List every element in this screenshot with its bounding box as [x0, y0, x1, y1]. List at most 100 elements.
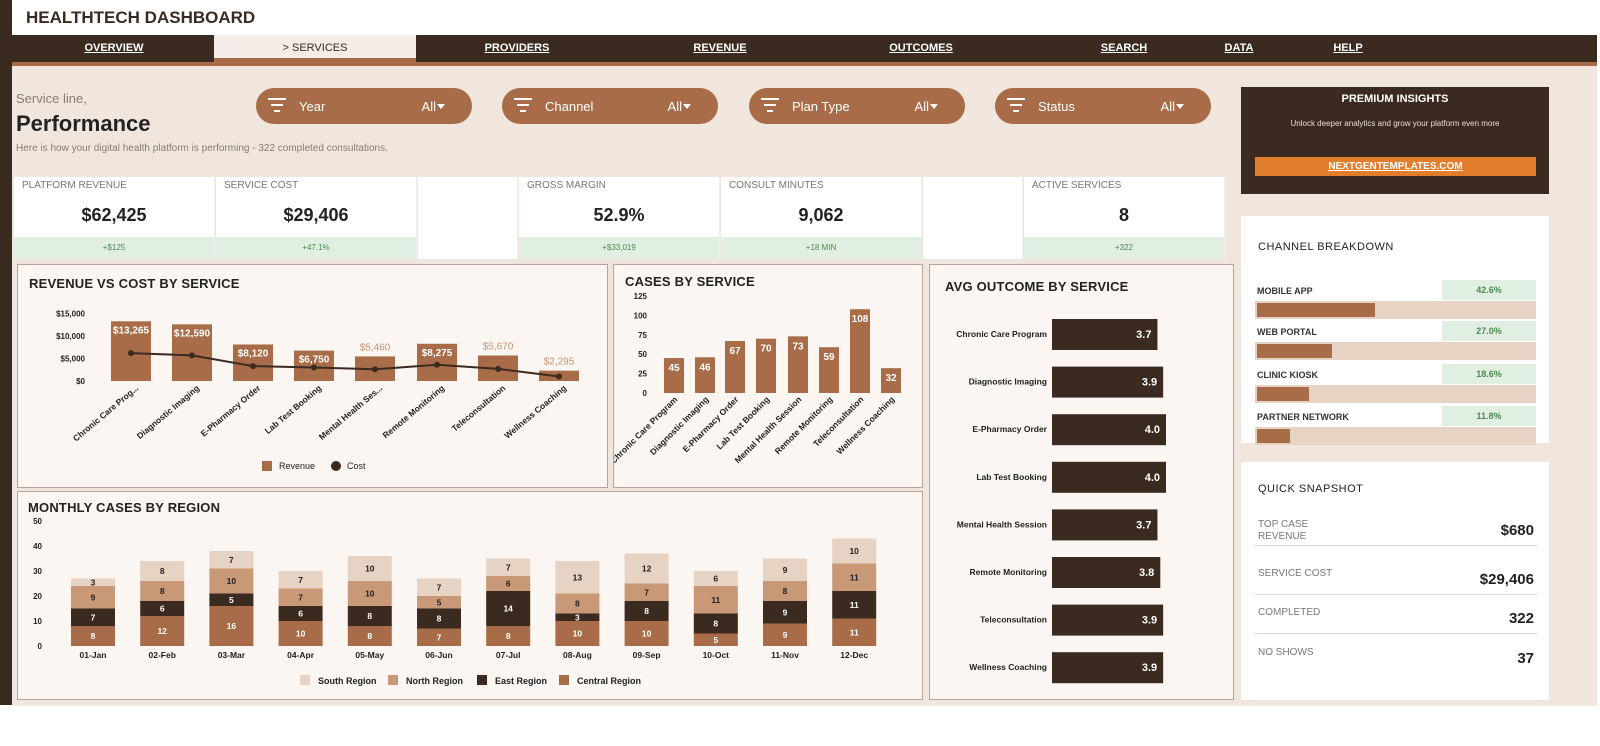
outcome-bar: [1052, 557, 1161, 588]
kpi-delta: +$33,019: [519, 237, 719, 259]
stack-data-label: 8: [367, 611, 372, 621]
stack-segment: [486, 558, 531, 576]
legend-label: North Region: [406, 676, 463, 686]
filter-plan-type[interactable]: Plan Type All: [749, 88, 965, 124]
stack-data-label: 11: [850, 572, 859, 582]
snapshot-divider: [1255, 594, 1537, 595]
stack-data-label: 6: [298, 609, 303, 619]
stack-data-label: 11: [850, 600, 859, 610]
category-label: Chronic Care Program: [956, 329, 1047, 339]
nav-data[interactable]: DATA: [1224, 42, 1254, 54]
nav-overview[interactable]: OVERVIEW: [84, 42, 144, 54]
cost-point: [372, 366, 378, 373]
nav-search[interactable]: SEARCH: [1100, 42, 1148, 54]
kpi-active-services: ACTIVE SERVICES 8 +322: [1024, 177, 1225, 259]
nav-help[interactable]: HELP: [1333, 42, 1363, 54]
nav-services[interactable]: > SERVICES: [214, 35, 416, 62]
kpi-label: PLATFORM REVENUE: [22, 180, 127, 191]
stack-segment: [140, 561, 185, 581]
stack-segment: [486, 576, 531, 591]
stack-data-label: 12: [157, 626, 167, 636]
x-tick-label: 05-May: [355, 650, 384, 660]
stack-data-label: 8: [783, 586, 788, 596]
stack-data-label: 14: [503, 604, 513, 614]
snapshot-value: 322: [1508, 610, 1534, 627]
stack-segment: [832, 563, 877, 591]
outcome-chart: Chronic Care Program 3.7 Diagnostic Imagin…: [956, 319, 1166, 684]
stack-data-label: 7: [298, 575, 303, 585]
y-tick-label: 0: [38, 642, 43, 651]
cost-point: [434, 361, 440, 368]
outcome-data-label: 3.7: [1136, 519, 1151, 531]
outcome-bar: [1052, 461, 1166, 493]
cases-bar: [788, 336, 808, 393]
stack-data-label: 7: [506, 562, 511, 572]
outcome-bar: [1052, 604, 1164, 636]
stack-segment: [624, 621, 669, 646]
stack-data-label: 3: [91, 577, 96, 587]
x-tick-label: Remote Monitoring: [381, 383, 447, 440]
legend-swatch: [388, 675, 398, 685]
y-tick-label: 75: [638, 331, 647, 340]
stack-segment: [486, 591, 531, 626]
cases-bar: [664, 358, 684, 393]
filter-value: All: [421, 99, 436, 114]
kpi-label: GROSS MARGIN: [527, 180, 606, 191]
cases-bar: [819, 347, 839, 393]
stack-segment: [555, 621, 600, 646]
x-tick-label: E-Pharmacy Order: [199, 382, 263, 438]
stack-segment: [624, 583, 669, 601]
outcome-bar: [1052, 366, 1164, 398]
stack-segment: [763, 601, 807, 624]
x-tick-label: 02-Feb: [148, 650, 175, 660]
stack-data-label: 11: [711, 595, 720, 605]
stack-data-label: 10: [573, 629, 583, 639]
revenue-bar: [233, 344, 273, 381]
y-tick-label: 25: [638, 370, 647, 379]
stack-segment: [763, 623, 807, 646]
stack-data-label: 6: [506, 579, 511, 589]
kpi-value: 9,062: [798, 205, 844, 225]
filter-year[interactable]: Year All: [256, 88, 472, 124]
premium-link-button[interactable]: NEXTGENTEMPLATES.COM: [1255, 157, 1536, 176]
kpi-label: ACTIVE SERVICES: [1032, 180, 1122, 191]
caret-down-icon: [1176, 104, 1184, 109]
stack-segment: [555, 613, 600, 621]
stack-segment: [278, 606, 323, 621]
filter-channel[interactable]: Channel All: [502, 88, 718, 124]
stack-data-label: 13: [573, 572, 583, 582]
stack-data-label: 7: [644, 587, 649, 597]
stack-segment: [140, 601, 185, 616]
filter-value: All: [667, 99, 682, 114]
stack-segment: [832, 618, 877, 646]
stack-data-label: 8: [506, 631, 511, 641]
legend-label-revenue: Revenue: [279, 461, 315, 471]
revenue-data-label: $8,120: [238, 348, 269, 359]
nav-providers[interactable]: PROVIDERS: [484, 42, 550, 54]
stack-segment: [693, 613, 738, 634]
page-description: Here is how your digital health platform…: [16, 143, 388, 154]
kpi-delta: +18 MIN: [721, 237, 921, 259]
kpi-label: SERVICE COST: [224, 180, 299, 191]
revenue-data-label: $8,275: [422, 348, 453, 359]
revenue-cost-chart: $15,000 $10,000 $5,000 $0 $13,265 $12,590 $8,1…: [56, 310, 579, 471]
x-tick-label: Lab Test Booking: [263, 383, 324, 436]
stack-data-label: 10: [642, 629, 652, 639]
x-tick-label: 06-Jun: [425, 650, 452, 660]
stack-segment: [832, 538, 877, 564]
nav-revenue[interactable]: REVENUE: [693, 42, 747, 54]
channel-percent: 18.6%: [1442, 364, 1536, 384]
nav-outcomes[interactable]: OUTCOMES: [889, 42, 953, 54]
stack-segment: [140, 581, 185, 601]
stack-segment: [278, 571, 323, 589]
filter-status[interactable]: Status All: [995, 88, 1211, 124]
nav-underline: [12, 62, 1597, 66]
stack-segment: [763, 581, 807, 601]
premium-insights-card: PREMIUM INSIGHTS Unlock deeper analytics…: [1241, 87, 1549, 194]
snapshot-label: COMPLETED: [1258, 607, 1321, 618]
stack-segment: [624, 553, 669, 584]
channel-label: WEB PORTAL: [1257, 327, 1317, 337]
category-label: E-Pharmacy Order: [972, 424, 1047, 434]
stack-data-label: 8: [160, 586, 165, 596]
cost-point: [250, 363, 256, 370]
